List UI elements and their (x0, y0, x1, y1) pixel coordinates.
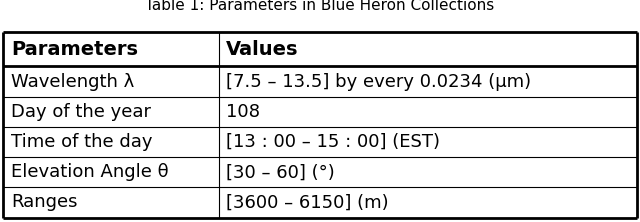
Text: Day of the year: Day of the year (11, 103, 151, 121)
Text: [7.5 – 13.5] by every 0.0234 (μm): [7.5 – 13.5] by every 0.0234 (μm) (227, 73, 531, 91)
Text: [3600 – 6150] (m): [3600 – 6150] (m) (227, 193, 389, 211)
Text: Ranges: Ranges (11, 193, 77, 211)
Text: Parameters: Parameters (11, 40, 138, 59)
Text: [30 – 60] (°): [30 – 60] (°) (227, 163, 335, 181)
Text: 108: 108 (227, 103, 260, 121)
Text: Wavelength λ: Wavelength λ (11, 73, 134, 91)
Text: Elevation Angle θ: Elevation Angle θ (11, 163, 168, 181)
Text: [13 : 00 – 15 : 00] (EST): [13 : 00 – 15 : 00] (EST) (227, 133, 440, 151)
Text: Values: Values (227, 40, 299, 59)
Text: Time of the day: Time of the day (11, 133, 152, 151)
Text: Table 1: Parameters in Blue Heron Collections: Table 1: Parameters in Blue Heron Collec… (145, 0, 495, 13)
